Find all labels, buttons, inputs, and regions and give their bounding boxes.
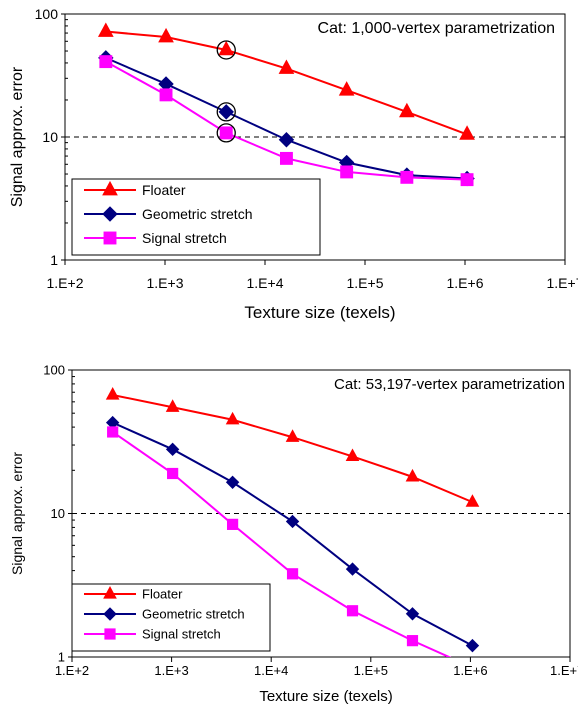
legend: Floater Geometric stretch Signal stretch (71, 583, 271, 652)
legend-marker-signal-stretch (103, 231, 117, 245)
x-tick-label: 1.E+3 (147, 275, 184, 291)
y-tick-label: 100 (35, 6, 59, 22)
x-axis-label: Texture size (texels) (259, 688, 392, 705)
legend-item-geometric-stretch: Geometric stretch (84, 206, 252, 222)
legend-box (71, 583, 271, 652)
x-tick-label: 1.E+7 (547, 275, 578, 291)
x-axis-label: Texture size (texels) (244, 303, 395, 322)
data-point-floater (345, 448, 360, 462)
x-tick-label: 1.E+7 (550, 663, 578, 678)
data-point-signal-stretch (286, 568, 299, 580)
data-point-floater (465, 494, 480, 507)
chart-title: Cat: 53,197-vertex parametrization (334, 376, 565, 393)
data-point-floater (338, 81, 355, 96)
x-tick-label: 1.E+4 (247, 275, 284, 291)
y-tick-label: 1 (58, 650, 65, 665)
legend-item-signal-stretch: Signal stretch (84, 230, 227, 246)
data-point-signal-stretch (346, 605, 359, 617)
x-tick-label: 1.E+6 (447, 275, 484, 291)
y-axis-label: Signal approx. error (9, 66, 26, 207)
data-point-signal-stretch (340, 165, 354, 179)
data-point-floater (459, 125, 475, 140)
data-point-geometric-stretch (278, 132, 295, 148)
legend-marker-floater (102, 180, 118, 196)
legend-label: Signal stretch (142, 230, 227, 246)
legend-marker-signal-stretch (104, 628, 116, 640)
x-tick-label: 1.E+2 (47, 275, 84, 291)
legend: Floater Geometric stretch Signal stretch (71, 178, 321, 256)
x-tick-label: 1.E+4 (254, 663, 288, 678)
x-tick-label: 1.E+5 (354, 663, 388, 678)
legend-item-floater: Floater (84, 180, 186, 198)
data-point-signal-stretch (406, 635, 419, 647)
legend-label: Floater (142, 587, 183, 602)
highlight-circle (216, 102, 236, 122)
legend-label: Geometric stretch (142, 206, 252, 222)
highlight-circle (216, 40, 236, 60)
data-point-floater (158, 27, 174, 43)
x-tick-label: 1.E+2 (55, 663, 89, 678)
data-point-floater (97, 22, 114, 37)
data-point-floater (278, 59, 295, 74)
y-tick-label: 10 (42, 129, 58, 145)
data-point-geometric-stretch (465, 638, 480, 653)
series-floater (97, 22, 475, 140)
legend-item-signal-stretch: Signal stretch (84, 627, 221, 642)
legend-item-floater: Floater (84, 586, 183, 602)
data-point-floater (105, 387, 120, 400)
legend-marker-geometric-stretch (103, 607, 117, 621)
data-point-signal-stretch (400, 170, 414, 184)
legend-item-geometric-stretch: Geometric stretch (84, 607, 245, 622)
chart-1: 1 10 100 1.E+2 1.E+3 1.E+4 1.E+5 1.E+6 1.E+7 Text… (9, 6, 578, 322)
data-point-signal-stretch (460, 173, 474, 187)
data-point-geometric-stretch (225, 475, 240, 489)
data-point-signal-stretch (219, 126, 233, 140)
data-point-signal-stretch (279, 151, 293, 165)
x-tick-label: 1.E+3 (154, 663, 188, 678)
data-point-floater (218, 40, 235, 56)
y-tick-label: 10 (51, 506, 65, 521)
data-point-floater (405, 468, 420, 482)
data-point-floater (225, 411, 240, 425)
legend-label: Signal stretch (142, 627, 221, 642)
data-point-signal-stretch (226, 518, 239, 530)
data-point-geometric-stretch (165, 442, 180, 457)
x-tick-label: 1.E+5 (347, 275, 384, 291)
y-tick-label: 1 (50, 252, 58, 268)
data-point-signal-stretch (167, 467, 179, 480)
highlight-circle (216, 123, 236, 143)
data-point-signal-stretch (107, 426, 119, 438)
data-point-signal-stretch (159, 88, 173, 102)
data-point-floater (285, 429, 300, 442)
chart-2: 1 10 100 1.E+2 1.E+3 1.E+4 1.E+5 1.E+6 1.E+7 Text… (9, 363, 578, 705)
data-point-geometric-stretch (218, 104, 234, 120)
y-axis-label: Signal approx. error (9, 452, 25, 575)
data-point-geometric-stretch (285, 514, 300, 529)
data-point-signal-stretch (99, 55, 113, 69)
y-tick-label: 100 (43, 363, 65, 378)
data-point-geometric-stretch (345, 562, 360, 576)
legend-label: Floater (142, 182, 186, 198)
data-point-floater (399, 102, 415, 118)
series-signal-stretch (107, 426, 452, 657)
legend-marker-geometric-stretch (102, 206, 118, 222)
series-signal-stretch (99, 55, 474, 187)
series-floater (105, 387, 480, 507)
legend-marker-floater (103, 586, 117, 599)
chart-title: Cat: 1,000-vertex parametrization (318, 20, 555, 37)
data-point-geometric-stretch (405, 607, 420, 621)
x-tick-label: 1.E+6 (453, 663, 487, 678)
data-point-floater (165, 399, 180, 412)
legend-label: Geometric stretch (142, 607, 245, 622)
